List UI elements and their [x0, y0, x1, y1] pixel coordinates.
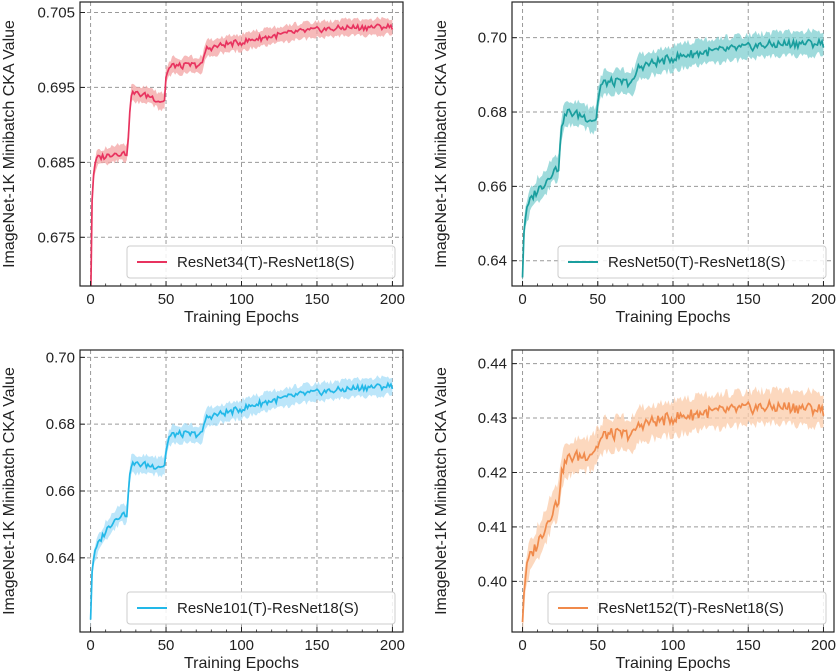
x-tick-label: 0	[86, 637, 94, 654]
x-tick-label: 150	[736, 291, 761, 308]
y-tick-label: 0.705	[37, 4, 75, 21]
x-tick-label: 200	[811, 637, 836, 654]
panel-2: 0 50 100 150 200 0.64 0.66 0.68 0.70 Training Epo…	[433, 1, 836, 326]
y-axis-label: ImageNet-1K Minibatch CKA Value	[1, 20, 18, 268]
series-line	[90, 22, 394, 286]
x-tick-label: 50	[158, 637, 175, 654]
legend-label: ResNet34(T)-ResNet18(S)	[177, 254, 355, 271]
y-tick-label: 0.42	[478, 464, 507, 481]
legend: ResNet50(T)-ResNet18(S)	[557, 245, 827, 279]
y-tick-label: 0.685	[37, 154, 75, 171]
x-tick-label: 100	[660, 291, 685, 308]
x-tick-label: 200	[811, 291, 836, 308]
y-tick-label: 0.43	[478, 410, 507, 427]
x-axis-label: Training Epochs	[615, 309, 730, 326]
x-tick-label: 50	[589, 637, 606, 654]
x-tick-label: 0	[518, 291, 526, 308]
panel-4: 0 50 100 150 200 0.40 0.41 0.42 0.43 0.44 Training…	[433, 349, 836, 671]
y-axis-label: ImageNet-1K Minibatch CKA Value	[433, 367, 450, 615]
plot-area	[521, 386, 825, 632]
y-axis-label: ImageNet-1K Minibatch CKA Value	[1, 367, 18, 615]
y-tick-label: 0.64	[46, 550, 75, 567]
series-line	[521, 398, 825, 623]
series-band	[522, 28, 824, 286]
y-tick-label: 0.41	[478, 519, 507, 536]
y-tick-label: 0.695	[37, 79, 75, 96]
x-tick-label: 150	[736, 637, 761, 654]
legend-label: ResNet152(T)-ResNet18(S)	[598, 600, 784, 617]
legend-box	[126, 245, 396, 279]
x-axis-label: Training Epochs	[615, 655, 730, 671]
x-tick-label: 0	[86, 291, 94, 308]
legend-box	[557, 245, 827, 279]
legend-box	[547, 591, 827, 625]
y-tick-label: 0.70	[46, 349, 75, 366]
x-tick-label: 200	[380, 291, 405, 308]
y-tick-label: 0.68	[478, 104, 507, 121]
x-tick-label: 50	[589, 291, 606, 308]
plot-area	[521, 28, 825, 286]
x-axis-label: Training Epochs	[184, 309, 299, 326]
y-tick-label: 0.66	[46, 483, 75, 500]
y-tick-label: 0.66	[478, 178, 507, 195]
series-line	[521, 37, 825, 278]
legend: ResNe101(T)-ResNet18(S)	[126, 591, 396, 625]
x-tick-label: 200	[380, 637, 405, 654]
y-tick-label: 0.44	[478, 356, 507, 373]
x-tick-label: 0	[518, 637, 526, 654]
x-tick-label: 150	[304, 637, 329, 654]
series-line	[89, 381, 394, 620]
panel-1: 0 50 100 150 200 0.675 0.685 0.695 0.705 Training…	[1, 1, 405, 326]
y-tick-label: 0.40	[478, 573, 507, 590]
legend: ResNet34(T)-ResNet18(S)	[126, 245, 396, 279]
plot-area	[90, 16, 394, 286]
legend: ResNet152(T)-ResNet18(S)	[547, 591, 827, 625]
x-tick-label: 100	[229, 637, 254, 654]
x-tick-label: 50	[158, 291, 175, 308]
y-axis-label: ImageNet-1K Minibatch CKA Value	[433, 20, 450, 268]
y-tick-label: 0.70	[478, 30, 507, 47]
legend-label: ResNet50(T)-ResNet18(S)	[608, 254, 786, 271]
x-axis-label: Training Epochs	[184, 655, 299, 671]
x-tick-label: 100	[229, 291, 254, 308]
y-tick-label: 0.68	[46, 416, 75, 433]
y-tick-label: 0.64	[478, 253, 507, 270]
y-tick-label: 0.675	[37, 229, 75, 246]
panel-3: 0 50 100 150 200 0.64 0.66 0.68 0.70 Training Epo…	[1, 349, 405, 671]
legend-box	[126, 591, 396, 625]
legend-label: ResNe101(T)-ResNet18(S)	[177, 600, 359, 617]
x-tick-label: 150	[304, 291, 329, 308]
x-tick-label: 100	[660, 637, 685, 654]
plot-area	[89, 375, 394, 631]
